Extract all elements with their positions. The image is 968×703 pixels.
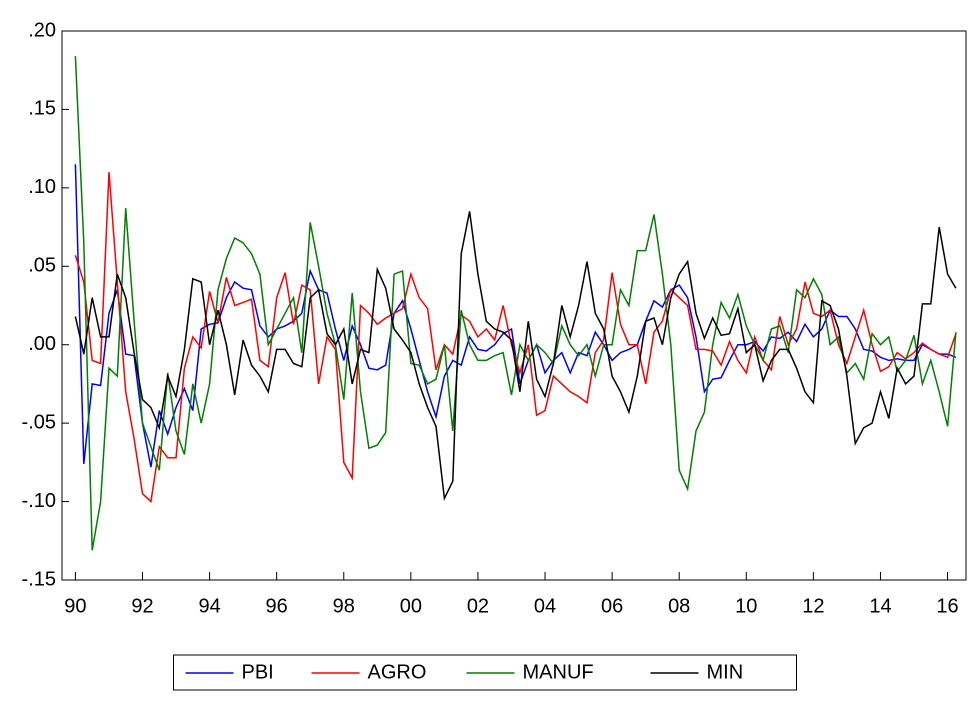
plot-frame bbox=[61, 30, 967, 581]
x-tick-label: 06 bbox=[601, 595, 623, 617]
x-tick-label: 98 bbox=[333, 595, 355, 617]
series-line bbox=[74, 172, 957, 504]
x-tick-label: 14 bbox=[869, 595, 891, 617]
x-tick-label: 90 bbox=[64, 595, 86, 617]
legend-box bbox=[173, 654, 797, 691]
y-tick-label: .15 bbox=[28, 98, 56, 120]
x-tick-label: 10 bbox=[735, 595, 757, 617]
y-tick-label: -.10 bbox=[22, 490, 56, 512]
y-tick-label: .20 bbox=[28, 19, 56, 41]
x-tick-label: 96 bbox=[266, 595, 288, 617]
series-line bbox=[74, 211, 957, 502]
x-tick-label: 00 bbox=[400, 595, 422, 617]
legend-label: MIN bbox=[707, 661, 744, 683]
y-tick-label: -.05 bbox=[22, 411, 56, 433]
x-tick-label: 04 bbox=[534, 595, 556, 617]
x-tick-label: 08 bbox=[668, 595, 690, 617]
y-tick-label: -.15 bbox=[22, 568, 56, 590]
legend-label: PBI bbox=[242, 661, 274, 683]
y-tick-label: .10 bbox=[28, 176, 56, 198]
x-tick-label: 92 bbox=[131, 595, 153, 617]
x-tick-label: 02 bbox=[467, 595, 489, 617]
x-tick-label: 16 bbox=[936, 595, 958, 617]
legend-label: AGRO bbox=[368, 661, 427, 683]
y-tick-label: .00 bbox=[28, 333, 56, 355]
x-tick-label: 94 bbox=[198, 595, 220, 617]
y-tick-label: .05 bbox=[28, 255, 56, 277]
x-tick-label: 12 bbox=[802, 595, 824, 617]
legend-label: MANUF bbox=[523, 661, 594, 683]
